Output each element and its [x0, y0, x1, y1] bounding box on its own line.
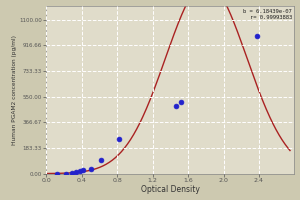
Point	[173, 105, 178, 108]
Point	[77, 169, 82, 173]
Point	[116, 137, 121, 140]
Point	[255, 35, 260, 38]
Point	[73, 171, 78, 174]
Point	[178, 101, 183, 104]
Text: b = 6.18439e-07
r= 0.99993883: b = 6.18439e-07 r= 0.99993883	[243, 9, 292, 20]
Point	[99, 159, 103, 162]
Point	[55, 172, 59, 175]
X-axis label: Optical Density: Optical Density	[141, 185, 200, 194]
Point	[63, 172, 68, 175]
Point	[81, 169, 86, 172]
Y-axis label: Human PGAM2 concentration (pg/ml): Human PGAM2 concentration (pg/ml)	[12, 35, 16, 145]
Point	[88, 167, 93, 170]
Point	[70, 171, 74, 174]
